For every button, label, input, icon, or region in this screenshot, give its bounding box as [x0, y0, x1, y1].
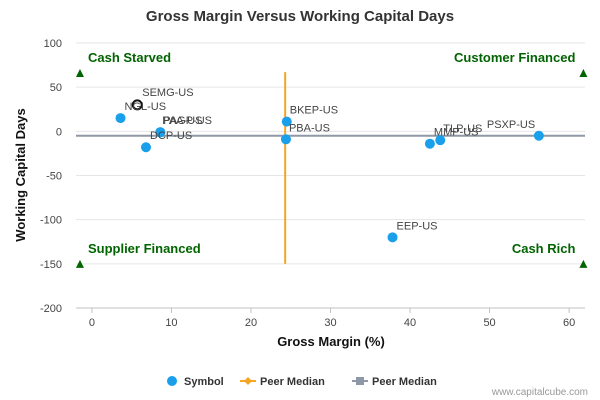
- data-point: [155, 127, 166, 138]
- data-point-label: EEP-US: [397, 220, 438, 232]
- legend: Symbol Peer Median Peer Median: [167, 376, 437, 388]
- data-point: [115, 113, 126, 124]
- gridlines: [76, 42, 585, 309]
- axes: 100 50 0 -50 -100 -150 -200 0 10 20 30 40 50 60: [40, 38, 585, 329]
- quadrant-labels: Cash Starved Customer Financed Supplier Fi…: [75, 50, 588, 268]
- quadrant-label-bottom-right: Cash Rich: [512, 241, 576, 256]
- data-point-label: NGL-US: [125, 101, 167, 113]
- x-tick-label: 30: [324, 317, 336, 329]
- data-point-highlight: [131, 99, 143, 111]
- data-point-label: MMP-US: [434, 127, 479, 139]
- quadrant-label-bottom-left: Supplier Financed: [88, 241, 201, 256]
- quadrant-triangle-marker: [75, 259, 84, 268]
- y-tick-label: -200: [40, 303, 62, 315]
- legend-label: Symbol: [184, 376, 224, 388]
- x-tick-label: 60: [563, 317, 575, 329]
- data-point: [280, 134, 291, 145]
- quadrant-triangle-marker: [75, 69, 84, 78]
- credit-text: www.capitalcube.com: [491, 387, 588, 398]
- quadrant-label-top-left: Cash Starved: [88, 50, 171, 65]
- x-tick-label: 50: [483, 317, 495, 329]
- data-point-label: PSXP-US: [487, 119, 535, 131]
- data-point: [435, 135, 446, 146]
- y-tick-label: -150: [40, 259, 62, 271]
- data-point: [424, 138, 435, 149]
- x-axis-title: Gross Margin (%): [277, 334, 385, 349]
- data-point-label: BKEP-US: [290, 105, 338, 117]
- y-tick-label: -50: [46, 171, 62, 183]
- y-tick-label: 0: [56, 126, 62, 138]
- legend-marker-diamond: [244, 377, 252, 385]
- quadrant-triangle-marker: [579, 259, 588, 268]
- data-point: [387, 232, 398, 243]
- data-point-label: SEMG-US: [142, 87, 193, 99]
- data-point-label: TLP-US: [443, 123, 482, 135]
- data-point: [140, 142, 151, 153]
- x-tick-label: 0: [89, 317, 95, 329]
- data-point: [533, 130, 544, 141]
- y-tick-label: 50: [50, 82, 62, 94]
- legend-label: Peer Median: [260, 376, 325, 388]
- data-point-label: PAGP-US: [163, 115, 212, 127]
- quadrant-label-top-right: Customer Financed: [454, 50, 575, 65]
- data-point: [281, 116, 292, 127]
- x-tick-label: 40: [404, 317, 416, 329]
- data-point-label: PAA-US: [162, 115, 202, 127]
- x-tick-label: 10: [165, 317, 177, 329]
- x-tick-label: 20: [245, 317, 257, 329]
- legend-label: Peer Median: [372, 376, 437, 388]
- data-point-label: DCP-US: [150, 130, 192, 142]
- legend-marker-square: [356, 377, 364, 385]
- quadrant-triangle-marker: [579, 69, 588, 78]
- data-point-label: PBA-US: [289, 122, 330, 134]
- y-axis-title: Working Capital Days: [13, 108, 28, 241]
- chart-title: Gross Margin Versus Working Capital Days: [146, 8, 454, 25]
- legend-marker-symbol: [167, 376, 177, 386]
- y-tick-label: -100: [40, 215, 62, 227]
- y-tick-label: 100: [44, 38, 62, 50]
